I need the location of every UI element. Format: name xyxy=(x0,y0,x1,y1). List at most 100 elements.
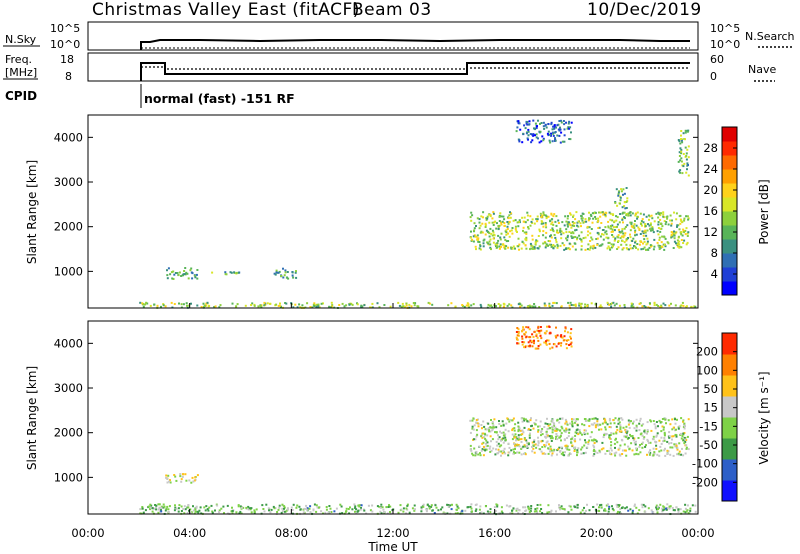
echo-pixel xyxy=(519,429,522,432)
echo-pixel xyxy=(542,225,545,228)
echo-pixel xyxy=(482,432,485,435)
echo-pixel xyxy=(391,509,394,512)
echo-pixel xyxy=(479,452,481,455)
echo-pixel xyxy=(502,437,505,440)
echo-pixel xyxy=(502,302,505,305)
echo-pixel xyxy=(551,304,554,307)
echo-pixel xyxy=(527,443,530,446)
echo-pixel xyxy=(554,139,557,142)
echo-pixel xyxy=(498,420,500,422)
echo-pixel xyxy=(694,305,697,308)
echo-pixel xyxy=(543,331,546,334)
nsky-strip-frame xyxy=(87,21,699,51)
echo-pixel xyxy=(657,211,660,214)
echo-pixel xyxy=(498,450,501,453)
echo-pixel xyxy=(172,278,175,280)
echo-pixel xyxy=(675,435,678,438)
echo-pixel xyxy=(500,245,503,248)
echo-pixel xyxy=(354,510,356,513)
echo-pixel xyxy=(559,128,562,131)
echo-pixel xyxy=(666,453,669,455)
echo-pixel xyxy=(510,212,512,215)
echo-pixel xyxy=(530,505,533,507)
echo-pixel xyxy=(579,511,582,514)
echo-pixel xyxy=(567,215,569,218)
echo-pixel xyxy=(609,422,612,425)
echo-pixel xyxy=(616,428,619,431)
echo-pixel xyxy=(615,425,618,428)
echo-pixel xyxy=(233,271,236,274)
echo-pixel xyxy=(571,444,574,447)
echo-pixel xyxy=(518,139,521,141)
echo-pixel xyxy=(498,422,501,425)
echo-pixel xyxy=(257,305,260,308)
echo-pixel xyxy=(653,220,656,223)
echo-pixel xyxy=(541,439,544,442)
echo-pixel xyxy=(498,220,501,222)
echo-pixel xyxy=(543,452,546,455)
echo-pixel xyxy=(641,218,644,221)
echo-pixel xyxy=(607,236,610,239)
echo-pixel xyxy=(522,431,525,434)
echo-pixel xyxy=(680,148,683,151)
echo-pixel xyxy=(494,220,497,223)
echo-pixel xyxy=(507,442,510,445)
echo-pixel xyxy=(620,506,623,509)
echo-pixel xyxy=(565,343,568,346)
echo-pixel xyxy=(168,480,171,483)
echo-pixel xyxy=(517,328,520,331)
echo-pixel xyxy=(622,247,625,250)
echo-pixel xyxy=(510,304,513,307)
echo-pixel xyxy=(625,213,628,215)
echo-pixel xyxy=(493,418,496,421)
echo-pixel xyxy=(484,505,487,508)
nsearch-tick-top: 10^5 xyxy=(710,22,740,35)
echo-pixel xyxy=(617,234,620,237)
echo-pixel xyxy=(278,504,281,507)
echo-pixel xyxy=(571,245,574,248)
echo-pixel xyxy=(683,231,686,234)
echo-pixel xyxy=(542,222,545,225)
echo-pixel xyxy=(674,445,677,448)
echo-pixel xyxy=(666,449,669,452)
echo-pixel xyxy=(283,505,286,508)
echo-pixel xyxy=(630,435,633,438)
echo-pixel xyxy=(147,505,150,508)
echo-pixel xyxy=(602,436,605,439)
echo-pixel xyxy=(486,217,489,220)
echo-pixel xyxy=(523,346,526,349)
echo-pixel xyxy=(656,241,659,244)
echo-pixel xyxy=(550,449,553,452)
echo-pixel xyxy=(623,234,626,237)
echo-pixel xyxy=(165,507,168,510)
echo-pixel xyxy=(550,243,552,246)
echo-pixel xyxy=(497,438,500,441)
echo-pixel xyxy=(519,128,522,131)
echo-pixel xyxy=(617,191,620,194)
echo-pixel xyxy=(237,505,240,508)
echo-pixel xyxy=(631,435,634,437)
power-marks xyxy=(139,119,697,310)
echo-pixel xyxy=(622,235,625,238)
echo-pixel xyxy=(487,427,490,430)
echo-pixel xyxy=(565,347,568,350)
echo-pixel xyxy=(666,503,669,506)
echo-pixel xyxy=(609,218,612,221)
echo-pixel xyxy=(575,228,578,231)
echo-pixel xyxy=(584,236,587,239)
echo-pixel xyxy=(434,504,437,507)
echo-pixel xyxy=(554,236,557,239)
echo-pixel xyxy=(489,445,492,448)
echo-pixel xyxy=(500,215,503,218)
echo-pixel xyxy=(554,137,556,140)
y-tick-label: 1000 xyxy=(54,264,83,278)
echo-pixel xyxy=(166,481,169,484)
echo-pixel xyxy=(569,335,572,338)
echo-pixel xyxy=(485,445,488,448)
echo-pixel xyxy=(535,419,538,422)
echo-pixel xyxy=(621,239,624,242)
echo-pixel xyxy=(521,433,524,436)
echo-pixel xyxy=(511,419,514,422)
echo-pixel xyxy=(351,303,354,306)
echo-pixel xyxy=(557,128,560,131)
